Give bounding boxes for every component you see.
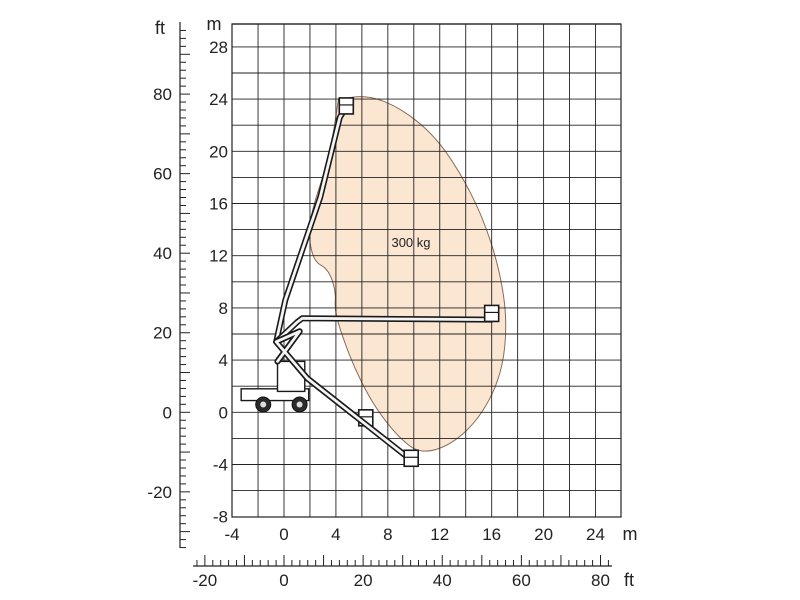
imperial-x-tick-label: -20: [193, 571, 218, 590]
metric-y-tick-label: 8: [219, 299, 228, 318]
metric-x-tick-label: 8: [383, 525, 392, 544]
boom-lift-drawings: [240, 97, 500, 468]
imperial-rulers: [179, 22, 612, 567]
working-envelope: [309, 96, 507, 452]
metric-x-tick-label: 12: [430, 525, 449, 544]
imperial-x-tick-label: 60: [512, 571, 531, 590]
wheel-hub: [296, 401, 303, 408]
imperial-y-tick-label: 20: [153, 324, 172, 343]
metric-vertical-unit: m: [207, 14, 222, 34]
wheel-hub: [260, 401, 267, 408]
basket-max-outreach: [483, 304, 500, 323]
metric-y-tick-label: 28: [209, 38, 228, 57]
metric-y-tick-label: 20: [209, 142, 228, 161]
chassis-body: [240, 388, 310, 402]
metric-x-tick-label: 4: [331, 525, 340, 544]
metric-x-tick-label: 16: [482, 525, 501, 544]
imperial-x-tick-label: 0: [279, 571, 288, 590]
imperial-x-tick-label: 80: [591, 571, 610, 590]
capacity-label: 300 kg: [391, 235, 430, 250]
imperial-y-tick-label: -20: [147, 483, 172, 502]
metric-y-tick-label: 16: [209, 195, 228, 214]
metric-y-tick-label: -4: [213, 456, 228, 475]
basket-max-height: [338, 97, 355, 115]
metric-x-tick-label: 24: [586, 525, 605, 544]
basket-below-ground-max: [403, 449, 420, 468]
metric-x-tick-label: 0: [279, 525, 288, 544]
metric-y-tick-label: 24: [209, 90, 228, 109]
metric-x-tick-label: 20: [534, 525, 553, 544]
imperial-horizontal-unit: ft: [624, 570, 634, 590]
metric-y-tick-label: 12: [209, 247, 228, 266]
imperial-x-tick-label: 40: [433, 571, 452, 590]
metric-y-tick-label: 0: [219, 403, 228, 422]
metric-y-tick-label: -8: [213, 508, 228, 527]
metric-y-tick-label: 4: [219, 351, 228, 370]
imperial-x-tick-label: 20: [354, 571, 373, 590]
imperial-y-tick-label: 80: [153, 85, 172, 104]
imperial-y-tick-label: 0: [163, 403, 172, 422]
metric-x-tick-label: -4: [225, 525, 240, 544]
metric-grid: [231, 23, 622, 518]
imperial-y-tick-label: 40: [153, 244, 172, 263]
imperial-y-tick-label: 60: [153, 165, 172, 184]
metric-horizontal-unit: m: [623, 524, 638, 544]
tick-labels: -4 0 4 8 12 16 20 242824201612840-4-8806040200-…: [147, 38, 610, 590]
working-envelope-layer: [309, 96, 507, 452]
imperial-vertical-unit: ft: [155, 18, 165, 38]
